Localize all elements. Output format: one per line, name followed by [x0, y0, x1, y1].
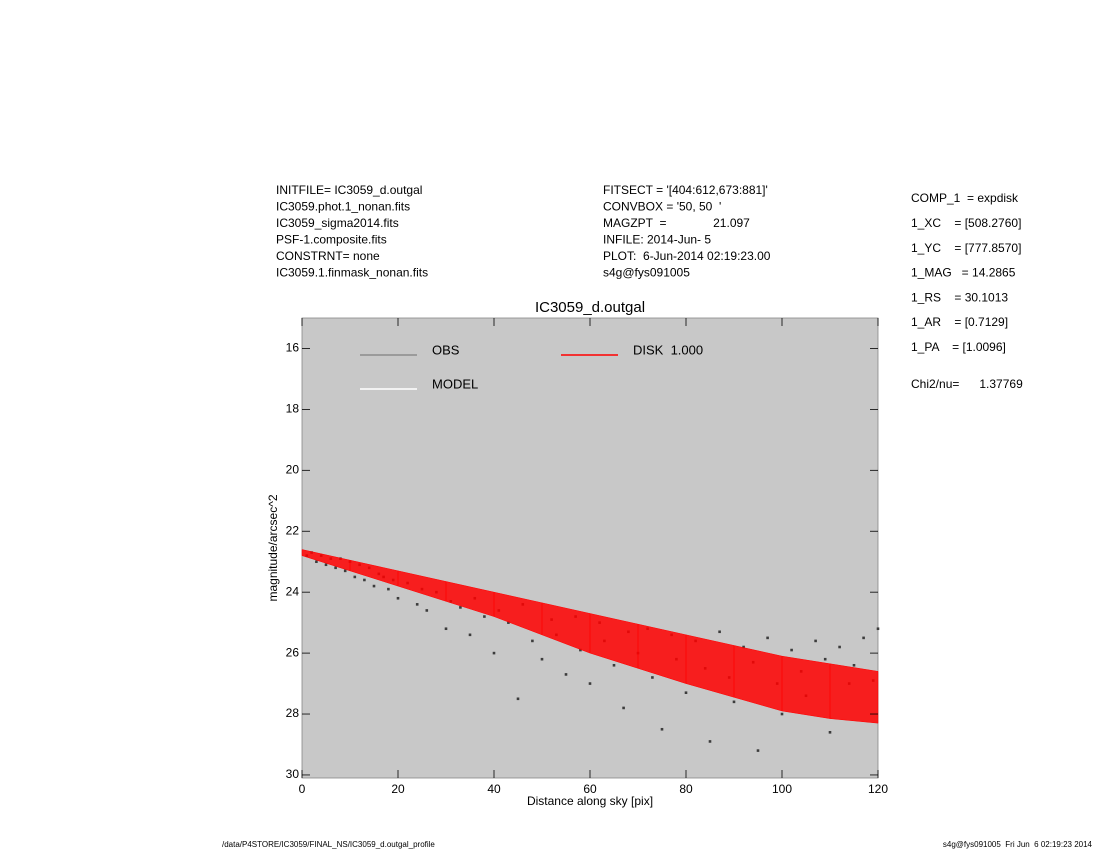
y-tick-label: 20: [286, 462, 300, 476]
y-axis-label: magnitude/arcsec^2: [266, 494, 280, 601]
data-point: [363, 578, 366, 582]
header-left-line: IC3059.phot.1_nonan.fits: [276, 200, 410, 214]
data-point: [622, 706, 625, 710]
data-point: [516, 697, 520, 701]
header-right-line: COMP_1 = expdisk: [911, 191, 1019, 205]
x-tick-label: 40: [487, 782, 501, 796]
x-tick-label: 80: [679, 782, 693, 796]
footer-stamp: s4g@fys091005 Fri Jun 6 02:19:23 2014: [943, 840, 1093, 849]
data-point: [852, 663, 856, 667]
data-point: [708, 740, 712, 743]
header-left-line: CONSTRNT= none: [276, 249, 380, 263]
data-point: [387, 587, 390, 591]
y-tick-label: 16: [286, 341, 300, 355]
legend-label: OBS: [432, 342, 460, 357]
data-point: [315, 560, 318, 564]
x-tick-label: 60: [583, 782, 597, 796]
data-point: [579, 648, 582, 652]
header-left-line: IC3059.1.finmask_nonan.fits: [276, 266, 428, 280]
data-point: [507, 621, 510, 624]
x-axis-label: Distance along sky [pix]: [527, 794, 653, 808]
data-point: [780, 712, 784, 716]
header-right-line: 1_PA = [1.0096]: [911, 340, 1006, 354]
header-middle-line: INFILE: 2014-Jun- 5: [603, 233, 711, 247]
header-right-line: 1_RS = 30.1013: [911, 290, 1008, 304]
data-point: [372, 584, 376, 588]
data-point: [564, 673, 568, 676]
y-tick-label: 26: [286, 645, 300, 659]
data-point: [531, 639, 534, 643]
header-right-line: 1_XC = [508.2760]: [911, 216, 1021, 230]
data-point: [814, 639, 817, 643]
data-point: [396, 596, 400, 600]
data-point: [790, 648, 793, 652]
footer-path: /data/P4STORE/IC3059/FINAL_NS/IC3059_d.o…: [222, 840, 435, 849]
header-middle-line: s4g@fys091005: [603, 266, 690, 280]
data-point: [425, 609, 429, 612]
header-middle-line: MAGZPT = 21.097: [603, 216, 750, 230]
data-point: [660, 727, 664, 731]
y-tick-label: 24: [286, 584, 300, 598]
x-tick-label: 120: [868, 782, 888, 796]
data-point: [862, 636, 865, 640]
data-point: [324, 563, 328, 567]
header-right-line: 1_AR = [0.7129]: [911, 315, 1008, 329]
data-point: [828, 731, 832, 734]
header-left-line: INITFILE= IC3059_d.outgal: [276, 183, 422, 197]
data-point: [876, 627, 880, 631]
data-point: [492, 651, 496, 655]
data-point: [612, 663, 616, 667]
chi-square: Chi2/nu= 1.37769: [911, 377, 1023, 391]
header-left-line: PSF-1.composite.fits: [276, 233, 387, 247]
legend-label: DISK 1.000: [633, 342, 703, 357]
header-right-line: 1_MAG = 14.2865: [911, 266, 1016, 280]
y-tick-label: 18: [286, 402, 300, 416]
data-point: [756, 749, 760, 752]
data-point: [483, 615, 486, 618]
data-point: [718, 630, 721, 634]
data-point: [334, 566, 337, 570]
x-tick-label: 100: [772, 782, 792, 796]
data-point: [651, 676, 654, 679]
model-band: [781, 655, 831, 719]
model-band: [829, 663, 879, 724]
header-middle-line: FITSECT = '[404:612,673:881]': [603, 183, 768, 197]
data-point: [684, 691, 688, 695]
header-left-line: IC3059_sigma2014.fits: [276, 216, 399, 230]
x-tick-label: 20: [391, 782, 405, 796]
x-tick-label: 0: [299, 782, 306, 796]
header-right-line: 1_YC = [777.8570]: [911, 241, 1021, 255]
legend-label: MODEL: [432, 376, 478, 391]
data-point: [838, 645, 841, 649]
data-point: [468, 633, 472, 637]
data-point: [415, 603, 419, 606]
data-point: [732, 700, 736, 704]
data-point: [823, 657, 827, 661]
data-point: [766, 636, 769, 640]
data-point: [540, 657, 544, 661]
y-tick-label: 30: [286, 767, 300, 781]
data-point: [459, 606, 462, 609]
data-point: [742, 645, 745, 649]
header-middle-line: PLOT: 6-Jun-2014 02:19:23.00: [603, 249, 771, 263]
y-tick-label: 28: [286, 706, 300, 720]
data-point: [343, 569, 347, 573]
header-middle-line: CONVBOX = '50, 50 ': [603, 200, 721, 214]
y-tick-label: 22: [286, 523, 300, 537]
plot-area: [301, 549, 880, 752]
data-point: [588, 682, 592, 685]
chart-title: IC3059_d.outgal: [535, 299, 645, 316]
data-point: [444, 627, 448, 631]
data-point: [353, 575, 357, 579]
